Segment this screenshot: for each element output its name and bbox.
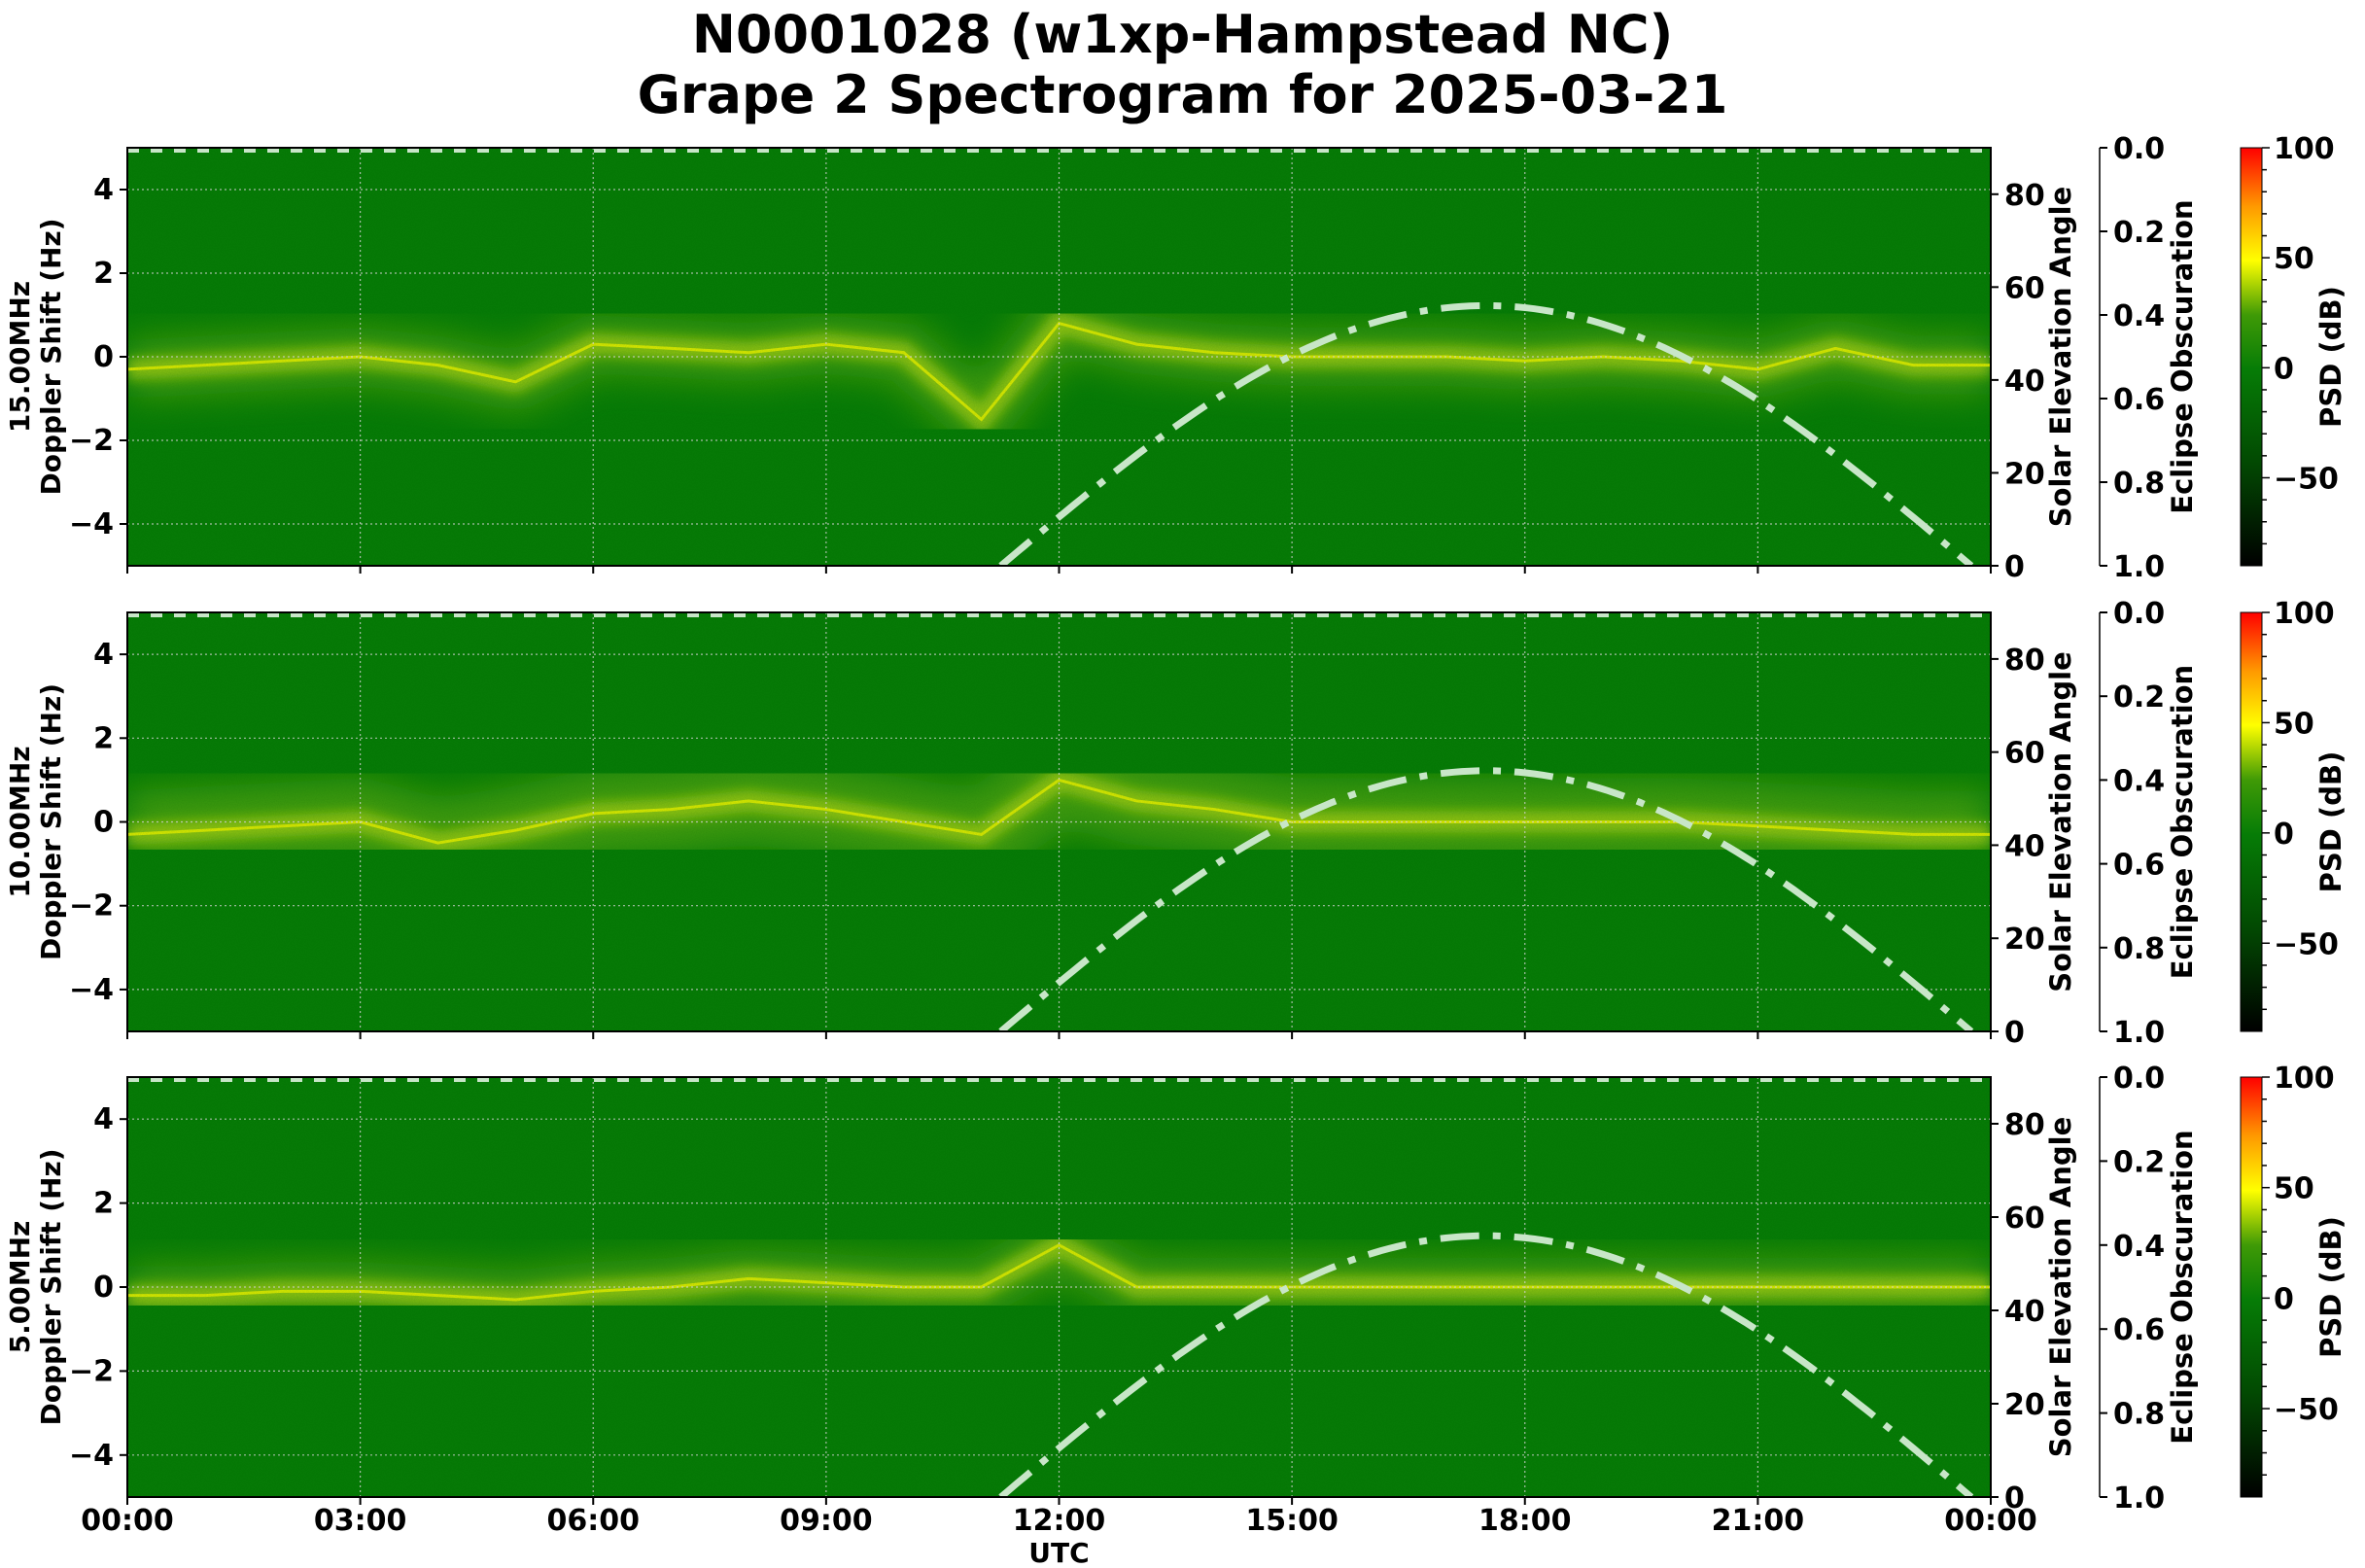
- y-tick-label: −2: [69, 889, 114, 923]
- solar-elevation-curve: [998, 767, 1974, 1031]
- colorbar-tick-label: −50: [2274, 927, 2339, 961]
- x-tick-label: 00:00: [81, 1504, 174, 1538]
- solar-elevation-axis-label: Solar Elevation Angle: [2044, 651, 2077, 993]
- solar-elevation-curve: [998, 1232, 1974, 1497]
- elevation-tick-label: 0: [2004, 550, 2025, 584]
- y-tick-label: 2: [93, 257, 114, 291]
- eclipse-tick-label: 0.8: [2113, 1398, 2165, 1432]
- x-tick-label: 03:00: [314, 1504, 407, 1538]
- elevation-tick-label: 40: [2004, 829, 2045, 863]
- eclipse-tick-label: 0.4: [2113, 1230, 2165, 1264]
- elevation-tick-label: 40: [2004, 365, 2045, 399]
- solar-elevation-curve: [998, 301, 1974, 566]
- colorbar-tick-label: 50: [2274, 242, 2314, 276]
- colorbar-tick-label: 0: [2274, 1282, 2294, 1316]
- elevation-tick-label: 60: [2004, 737, 2045, 771]
- eclipse-axis-label: Eclipse Obscuration: [2166, 665, 2199, 979]
- y-tick-label: 0: [93, 806, 114, 840]
- y-tick-label: −4: [69, 507, 114, 541]
- eclipse-tick-label: 0.2: [2113, 1145, 2165, 1179]
- y-tick-label: 0: [93, 1271, 114, 1305]
- colorbar-label: PSD (dB): [2314, 1216, 2348, 1358]
- y-tick-label: 4: [93, 173, 114, 207]
- eclipse-tick-label: 0.6: [2113, 383, 2165, 417]
- eclipse-tick-label: 0.2: [2113, 680, 2165, 714]
- elevation-tick-label: 0: [2004, 1481, 2025, 1516]
- elevation-tick-label: 80: [2004, 644, 2045, 678]
- elevation-tick-label: 20: [2004, 1388, 2045, 1422]
- eclipse-tick-label: 0.4: [2113, 764, 2165, 798]
- eclipse-tick-label: 0.0: [2113, 1062, 2165, 1096]
- eclipse-tick-label: 0.2: [2113, 216, 2165, 250]
- colorbar-tick-label: 100: [2274, 1062, 2335, 1096]
- colorbar-tick-label: −50: [2274, 462, 2339, 496]
- psd-colorbar: [2240, 1076, 2263, 1498]
- colorbar-label: PSD (dB): [2314, 286, 2348, 428]
- y-axis-label: Doppler Shift (Hz): [35, 1148, 67, 1425]
- y-tick-label: 0: [93, 340, 114, 374]
- eclipse-tick-label: 0.0: [2113, 597, 2165, 631]
- x-tick-label: 09:00: [780, 1504, 873, 1538]
- y-axis-label: 5.00MHz: [4, 1221, 36, 1354]
- y-tick-label: 2: [93, 1187, 114, 1221]
- colorbar-tick-label: 0: [2274, 352, 2294, 386]
- eclipse-tick-label: 0.4: [2113, 299, 2165, 333]
- eclipse-tick-label: 1.0: [2113, 550, 2165, 584]
- eclipse-axis-label: Eclipse Obscuration: [2166, 199, 2199, 513]
- y-tick-label: 2: [93, 721, 114, 755]
- colorbar-tick-label: 50: [2274, 707, 2314, 741]
- eclipse-tick-label: 0.8: [2113, 932, 2165, 966]
- y-axis-label: Doppler Shift (Hz): [35, 683, 67, 960]
- elevation-tick-label: 40: [2004, 1295, 2045, 1329]
- solar-elevation-axis-label: Solar Elevation Angle: [2044, 187, 2077, 528]
- x-axis: 00:00 03:00 06:00 09:00 12:00 15:00 18:00 21:00…: [81, 1504, 2037, 1568]
- colorbar-tick-label: 100: [2274, 132, 2335, 166]
- elevation-tick-label: 20: [2004, 457, 2045, 491]
- y-tick-label: 4: [93, 1102, 114, 1136]
- colorbar-label: PSD (dB): [2314, 751, 2348, 893]
- elevation-tick-label: 60: [2004, 271, 2045, 305]
- eclipse-axis-label: Eclipse Obscuration: [2166, 1130, 2199, 1444]
- elevation-tick-label: 20: [2004, 923, 2045, 957]
- y-tick-label: −4: [69, 1439, 114, 1473]
- y-axis-label: 10.00MHz: [4, 746, 36, 897]
- eclipse-tick-label: 0.6: [2113, 1313, 2165, 1347]
- eclipse-tick-label: 1.0: [2113, 1016, 2165, 1050]
- solar-elevation-axis-label: Solar Elevation Angle: [2044, 1117, 2077, 1458]
- elevation-tick-label: 80: [2004, 179, 2045, 213]
- eclipse-tick-label: 0.8: [2113, 467, 2165, 501]
- x-tick-label: 12:00: [1013, 1504, 1106, 1538]
- x-tick-label: 21:00: [1712, 1504, 1805, 1538]
- colorbar-tick-label: 0: [2274, 818, 2294, 852]
- colorbar-tick-label: 50: [2274, 1172, 2314, 1206]
- y-axis-label: 15.00MHz: [4, 281, 36, 433]
- colorbar-tick-label: 100: [2274, 597, 2335, 631]
- chart-title-line1: N0001028 (w1xp-Hampstead NC): [691, 4, 1674, 65]
- elevation-tick-label: 0: [2004, 1016, 2025, 1050]
- eclipse-tick-label: 0.0: [2113, 132, 2165, 166]
- x-tick-label: 18:00: [1478, 1504, 1572, 1538]
- elevation-tick-label: 60: [2004, 1202, 2045, 1236]
- panel-10.00MHz: −4 −2 0 2 4 10.00MHz Doppler Shift (Hz) 0 20 40 60…: [4, 597, 2348, 1050]
- y-tick-label: −2: [69, 424, 114, 458]
- colorbar-tick-label: −50: [2274, 1393, 2339, 1427]
- psd-colorbar: [2240, 611, 2263, 1032]
- x-tick-label: 06:00: [547, 1504, 641, 1538]
- y-axis-label: Doppler Shift (Hz): [35, 218, 67, 495]
- eclipse-tick-label: 1.0: [2113, 1481, 2165, 1516]
- y-tick-label: −2: [69, 1354, 114, 1388]
- panel-15.00MHz: −4 −2 0 2 4 15.00MHz Doppler Shift (Hz) 0 20 40 60…: [4, 132, 2348, 584]
- psd-colorbar: [2240, 147, 2263, 567]
- eclipse-tick-label: 0.6: [2113, 849, 2165, 883]
- elevation-tick-label: 80: [2004, 1108, 2045, 1142]
- x-tick-label: 00:00: [1944, 1504, 2037, 1538]
- panel-5.00MHz: −4 −2 0 2 4 5.00MHz Doppler Shift (Hz) 0 20 40 60 8…: [4, 1062, 2348, 1516]
- chart-title-line2: Grape 2 Spectrogram for 2025-03-21: [637, 64, 1728, 125]
- y-tick-label: −4: [69, 973, 114, 1007]
- x-axis-label: UTC: [1028, 1537, 1089, 1568]
- x-tick-label: 15:00: [1245, 1504, 1339, 1538]
- y-tick-label: 4: [93, 638, 114, 672]
